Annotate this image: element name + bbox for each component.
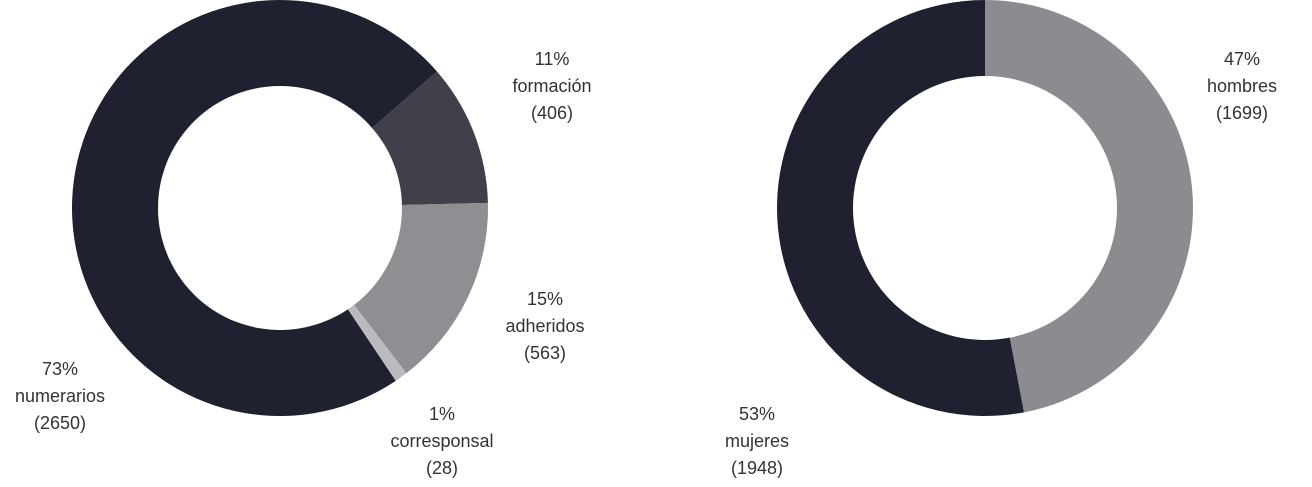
slice-count: (563) (524, 343, 566, 363)
slice-name: corresponsal (390, 431, 493, 451)
slice-percent: 73% (42, 359, 78, 379)
slice-name: adheridos (505, 316, 584, 336)
donut-slice (347, 304, 407, 381)
donut-slice (777, 0, 1024, 416)
slice-name: mujeres (725, 431, 789, 451)
slice-percent: 53% (739, 404, 775, 424)
slice-count: (406) (531, 103, 573, 123)
slice-percent: 15% (527, 289, 563, 309)
slice-percent: 47% (1224, 49, 1260, 69)
donut-slice (354, 202, 488, 374)
slice-count: (1699) (1216, 103, 1268, 123)
donut-slice (372, 71, 488, 206)
slice-name: numerarios (15, 386, 105, 406)
slice-percent: 1% (429, 404, 455, 424)
slice-percent: 11% (535, 49, 570, 69)
slice-name: formación (512, 76, 591, 96)
donut-slice (985, 0, 1194, 413)
slice-count: (2650) (34, 413, 86, 433)
slice-name: hombres (1207, 76, 1277, 96)
slice-count: (1948) (731, 458, 783, 478)
donut-slice (72, 0, 437, 416)
slice-count: (28) (426, 458, 458, 478)
